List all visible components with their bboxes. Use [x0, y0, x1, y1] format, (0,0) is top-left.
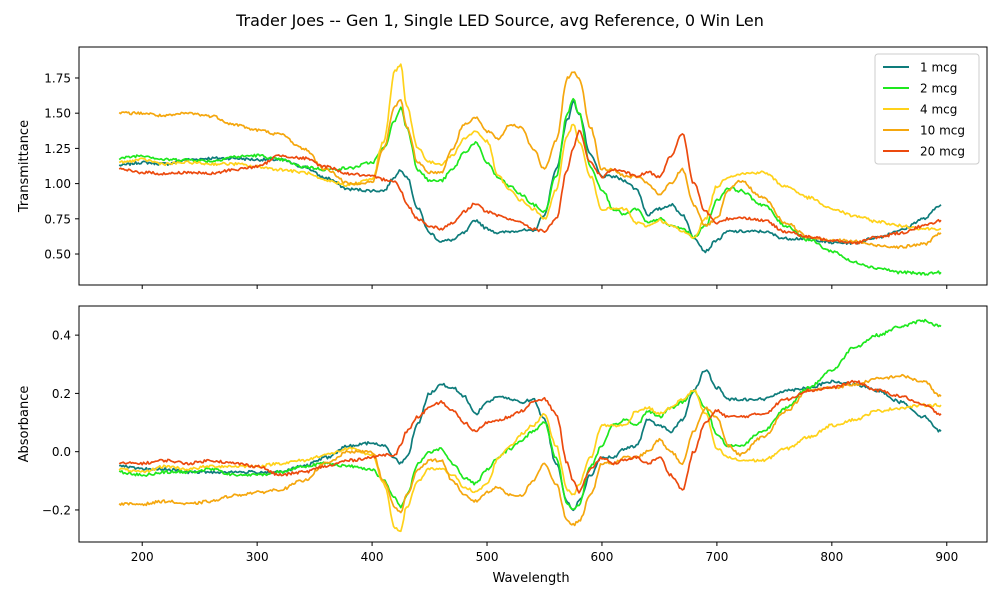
legend-label: 1 mcg: [920, 61, 957, 75]
y-axis-label: Absorbance: [17, 386, 32, 463]
series-line-2-mcg: [118, 318, 942, 510]
y-tick-label: 0.4: [52, 329, 71, 343]
x-tick-label: 500: [476, 550, 499, 564]
legend-label: 2 mcg: [920, 82, 957, 96]
x-tick-label: 900: [935, 550, 958, 564]
y-tick-label: 0.50: [44, 248, 71, 262]
y-tick-label: 1.00: [44, 177, 71, 191]
y-tick-label: 0.75: [44, 212, 71, 226]
y-tick-label: 0.0: [52, 445, 71, 459]
transmittance-panel: 0.50 0.75 1.00 1.25 1.50 1.75 Transmittance 1 m…: [17, 46, 988, 289]
series-line-10-mcg: [118, 71, 942, 250]
legend-label: 20 mcg: [920, 145, 965, 159]
legend-label: 10 mcg: [920, 124, 965, 138]
series-line-20-mcg: [118, 379, 942, 494]
series-line-2-mcg: [118, 97, 942, 276]
series-line-4-mcg: [118, 389, 942, 533]
legend: 1 mcg 2 mcg 4 mcg 10 mcg 20 mcg: [874, 53, 980, 165]
x-tick-label: 400: [361, 550, 384, 564]
series-line-4-mcg: [118, 63, 942, 240]
y-tick-label: 1.50: [44, 107, 71, 121]
x-tick-label: 700: [705, 550, 728, 564]
y-tick-label: −0.2: [42, 503, 71, 517]
axes-frame: [78, 305, 988, 543]
absorbance-panel: −0.2 0.0 0.2 0.4 200 300 400 500 600 700 800 900 Abs…: [17, 305, 988, 564]
x-tick-label: 600: [591, 550, 614, 564]
series-line-1-mcg: [118, 100, 942, 254]
y-axis-label: Transmittance: [17, 120, 32, 213]
x-tick-label: 200: [131, 550, 154, 564]
chart-title: Trader Joes -- Gen 1, Single LED Source,…: [235, 11, 764, 30]
series-line-10-mcg: [118, 373, 942, 527]
x-tick-label: 300: [246, 550, 269, 564]
y-tick-label: 1.75: [44, 71, 71, 85]
legend-label: 4 mcg: [920, 103, 957, 117]
y-tick-label: 0.2: [52, 387, 71, 401]
y-tick-label: 1.25: [44, 142, 71, 156]
axes-frame: [78, 46, 988, 286]
series-line-20-mcg: [118, 129, 942, 245]
x-tick-label: 800: [820, 550, 843, 564]
series-line-1-mcg: [118, 369, 942, 512]
x-axis-label: Wavelength: [492, 571, 569, 586]
